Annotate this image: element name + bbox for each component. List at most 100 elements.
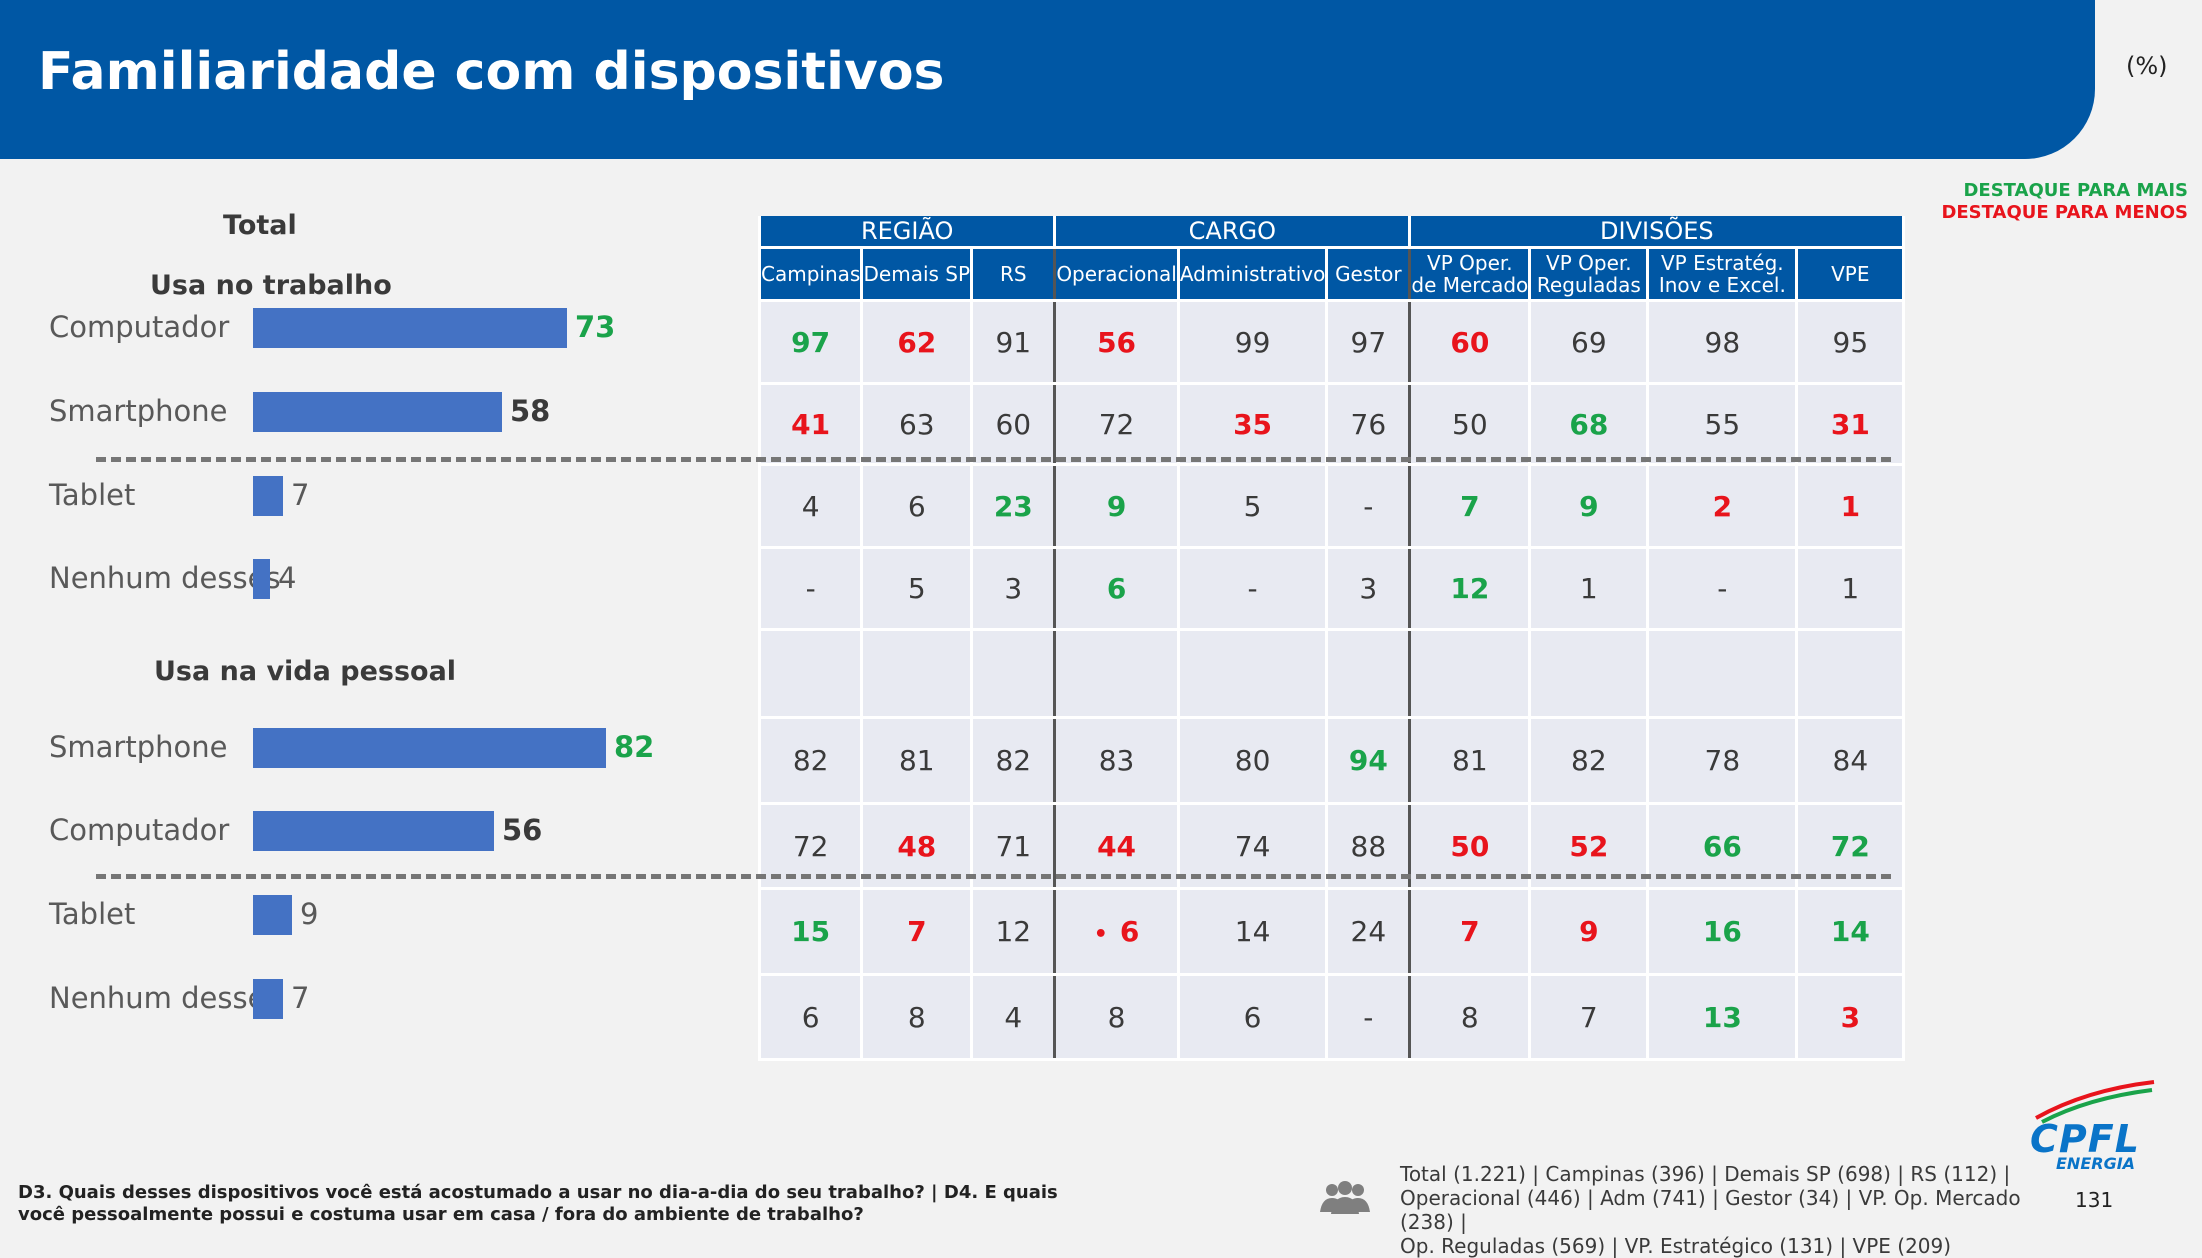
column-header-line1: VP Estratég.: [1660, 251, 1784, 275]
cell-value: 3: [1359, 572, 1378, 605]
column-header-0: Campinas: [757, 246, 864, 302]
cell-value: 81: [898, 744, 935, 777]
table-cell: 99: [1176, 299, 1329, 385]
bar-value-work-0: 73: [575, 310, 616, 344]
cell-value: -: [1363, 489, 1374, 523]
table-cell: 88: [1325, 802, 1412, 890]
cell-value: 8: [1460, 1000, 1479, 1034]
column-header-1: Demais SP: [860, 246, 974, 302]
cell-value: 3: [1004, 572, 1023, 605]
cell-value: 6: [801, 1000, 820, 1034]
users-icon: [1320, 1181, 1370, 1214]
cell-value: 13: [1702, 1000, 1742, 1034]
work-divider-line: [96, 457, 1891, 462]
cell-value: 72: [1830, 829, 1870, 863]
table-cell: 1: [1528, 546, 1650, 631]
table-cell: 16: [1646, 887, 1799, 976]
table-cell: -: [757, 546, 864, 631]
cell-value: 24: [1350, 915, 1387, 948]
table-cell: 2: [1646, 463, 1799, 549]
table-cell: 8: [1053, 973, 1180, 1061]
highlight-legend: DESTAQUE PARA MAIS DESTAQUE PARA MENOS: [1941, 180, 2188, 224]
column-header-line1: VP Oper.: [1427, 251, 1513, 275]
table-cell: 91: [970, 299, 1057, 385]
table-cell: [1176, 628, 1329, 719]
sample-base-footnote: Total (1.221) | Campinas (396) | Demais …: [1400, 1162, 2040, 1258]
cell-value: 60: [1450, 325, 1490, 359]
table-cell: 78: [1646, 716, 1799, 805]
column-header-3: Operacional: [1053, 246, 1180, 302]
cell-value: 71: [995, 829, 1032, 863]
bar-personal-0: [253, 728, 606, 768]
breakdown-table: REGIÃO CARGO DIVISÕES Campinas Demais SP R…: [757, 216, 1906, 1061]
bar-work-0: [253, 308, 567, 348]
bar-value-personal-2: 9: [300, 897, 319, 931]
table-cell: 5: [1176, 463, 1329, 549]
cell-value: 5: [907, 572, 926, 605]
column-header-line2: Inov e Excel.: [1658, 273, 1786, 297]
cell-value: 95: [1832, 325, 1869, 359]
personal-section-heading: Usa na vida pessoal: [154, 656, 457, 687]
cell-value: 50: [1450, 829, 1490, 863]
cell-value: 12: [1450, 572, 1490, 605]
bar-work-2: [253, 476, 283, 516]
cell-value: 14: [1234, 915, 1271, 948]
sample-base-line-3: Op. Reguladas (569) | VP. Estratégico (1…: [1400, 1234, 1952, 1258]
table-row: 41 63 60 72 35 76 50 68 55 31: [757, 382, 1906, 466]
cell-value: 82: [995, 744, 1032, 777]
logo-subtext: ENERGIA: [2056, 1154, 2136, 1173]
table-cell: 69: [1528, 299, 1650, 385]
sample-base-line-2: Operacional (446) | Adm (741) | Gestor (…: [1400, 1186, 2021, 1234]
bar-value-work-3: 4: [278, 561, 297, 595]
table-cell: 7: [1528, 973, 1650, 1061]
column-header-line1: Demais SP: [863, 262, 971, 286]
page-title: Familiaridade com dispositivos: [38, 42, 945, 102]
work-section-heading: Usa no trabalho: [150, 270, 392, 301]
cell-value: 6: [1106, 572, 1127, 605]
cell-value: 55: [1704, 407, 1741, 441]
table-cell: 7: [1408, 463, 1532, 549]
table-cell: 3: [1795, 973, 1906, 1061]
bar-value-personal-1: 56: [502, 813, 543, 847]
table-cell: 6: [1176, 973, 1329, 1061]
cell-value: 84: [1832, 744, 1869, 777]
table-cell: 14: [1795, 887, 1906, 976]
table-row: 15 7 12 • 6 14 24 7 9 16 14: [757, 887, 1906, 976]
page-number: 131: [2075, 1188, 2114, 1212]
title-banner: [0, 0, 2095, 159]
column-header-line2: Reguladas: [1536, 273, 1641, 297]
table-cell: 81: [860, 716, 974, 805]
table-cell: 31: [1795, 382, 1906, 466]
bar-value-work-2: 7: [291, 478, 310, 512]
cell-value: 7: [1460, 915, 1480, 948]
table-cell: [970, 628, 1057, 719]
column-header-7: VP Oper. Reguladas: [1528, 246, 1650, 302]
cell-value: 60: [995, 407, 1032, 441]
bar-label-work-0: Computador: [49, 310, 230, 344]
table-cell: 55: [1646, 382, 1799, 466]
cell-value: 76: [1350, 407, 1387, 441]
column-header-line1: Operacional: [1056, 262, 1177, 286]
unit-label: (%): [2126, 52, 2168, 80]
cell-value: 78: [1704, 744, 1741, 777]
column-header-2: RS: [970, 246, 1057, 302]
table-cell: 56: [1053, 299, 1180, 385]
bullet-marker: •: [1093, 922, 1108, 947]
table-cell: 41: [757, 382, 864, 466]
table-row: [757, 628, 1906, 719]
cell-value: 8: [1107, 1000, 1126, 1034]
table-cell: 3: [970, 546, 1057, 631]
cell-value: 35: [1233, 407, 1273, 441]
column-header-6: VP Oper. de Mercado: [1408, 246, 1532, 302]
table-cell: 4: [970, 973, 1057, 1061]
table-cell: 62: [860, 299, 974, 385]
column-header-line2: de Mercado: [1411, 273, 1529, 297]
cell-value: 66: [1702, 829, 1742, 863]
cell-value: 23: [993, 489, 1033, 523]
cell-value: 9: [1579, 915, 1599, 948]
column-header-line1: Administrativo: [1179, 262, 1326, 286]
cell-value: 6: [907, 489, 926, 523]
table-cell: • 6: [1053, 887, 1180, 976]
table-cell: -: [1176, 546, 1329, 631]
table-cell: [1646, 628, 1799, 719]
